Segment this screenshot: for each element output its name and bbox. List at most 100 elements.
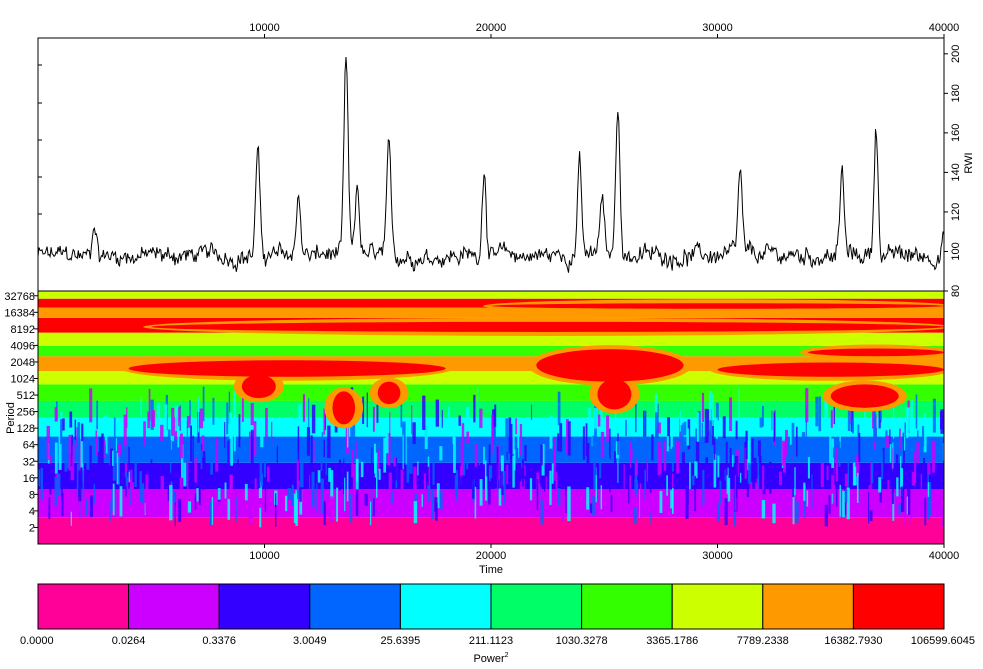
power-texture: [61, 468, 63, 499]
power-texture: [585, 423, 588, 456]
power-texture: [706, 409, 710, 443]
power-texture: [355, 490, 359, 516]
power-texture: [757, 456, 760, 487]
power-texture: [735, 497, 737, 525]
power-texture: [792, 488, 795, 525]
power-texture: [170, 415, 172, 450]
power-texture: [815, 396, 819, 427]
power-texture: [339, 459, 342, 491]
power-texture: [46, 425, 51, 460]
power-texture: [297, 439, 300, 471]
power-texture: [466, 431, 469, 444]
power-texture: [582, 426, 585, 460]
power-texture: [702, 469, 705, 505]
power-texture: [60, 419, 63, 445]
power-texture: [540, 500, 544, 525]
power-texture: [224, 482, 227, 499]
power-texture: [171, 407, 175, 436]
power-texture: [839, 433, 841, 449]
power-texture: [321, 432, 324, 463]
power-texture: [846, 487, 850, 520]
period-tick-label: 4: [29, 506, 35, 518]
power-texture: [474, 486, 477, 519]
power-texture: [898, 503, 902, 515]
period-tick-label: 8: [29, 489, 35, 501]
power-texture: [234, 496, 237, 523]
power-texture: [559, 423, 563, 452]
power-texture: [824, 504, 828, 527]
power-texture: [85, 498, 89, 516]
colorbar-swatch: [399, 583, 492, 630]
power-texture: [346, 414, 349, 448]
power-texture: [896, 477, 899, 497]
power-texture: [186, 416, 191, 428]
power-texture: [128, 470, 131, 483]
power-texture: [417, 461, 419, 476]
power-texture: [374, 452, 378, 478]
power-texture: [878, 477, 882, 493]
power-texture: [171, 435, 175, 450]
power-texture: [435, 502, 438, 521]
high-power-region: [241, 374, 276, 399]
power-texture: [545, 476, 547, 507]
power-texture: [506, 447, 508, 460]
power-texture: [734, 475, 736, 511]
power-texture: [70, 511, 72, 526]
power-texture: [316, 483, 318, 513]
power-texture: [586, 487, 590, 510]
power-texture: [561, 501, 565, 522]
power-texture: [902, 442, 905, 473]
power-texture: [886, 435, 890, 448]
power-texture: [311, 404, 316, 434]
power-texture: [458, 415, 461, 426]
power-texture: [549, 470, 552, 505]
power-texture: [713, 438, 716, 460]
power-texture: [600, 485, 603, 510]
colorbar-swatch: [128, 583, 220, 630]
power-texture: [845, 488, 848, 503]
power-texture: [671, 488, 674, 514]
power-texture: [123, 414, 127, 450]
power-texture: [835, 448, 839, 482]
power-texture: [109, 438, 111, 466]
x-axis-label-time: Time: [479, 564, 503, 576]
power-texture: [38, 469, 41, 487]
power-band: [38, 291, 944, 299]
power-texture: [715, 417, 718, 439]
power-texture: [330, 470, 334, 500]
time-tick-label: 30000: [702, 550, 733, 562]
series-line: [38, 56, 944, 273]
power-texture: [249, 431, 251, 461]
power-texture: [609, 472, 611, 493]
power-texture: [833, 395, 835, 425]
power-texture: [89, 388, 93, 423]
power-texture: [676, 441, 680, 474]
power-texture: [229, 474, 233, 500]
high-power-region: [491, 303, 944, 309]
power-texture: [745, 430, 748, 459]
power-texture: [792, 474, 795, 498]
power-texture: [893, 407, 895, 439]
power-texture: [173, 490, 177, 503]
power-band: [38, 307, 944, 318]
power-texture: [701, 392, 705, 423]
power-texture: [830, 410, 833, 428]
power-texture: [623, 464, 625, 489]
power-texture: [772, 503, 776, 524]
power-texture: [818, 396, 822, 432]
time-tick-label: 10000: [249, 550, 280, 562]
power-texture: [357, 490, 361, 518]
power-texture: [309, 475, 311, 509]
power-texture: [210, 448, 213, 475]
power-texture: [447, 407, 450, 436]
colorbar-level-label: 16382.7930: [824, 635, 882, 647]
power-texture: [847, 402, 851, 431]
power-texture: [506, 464, 509, 485]
power-texture: [77, 422, 81, 451]
power-texture: [902, 432, 905, 444]
power-texture: [931, 440, 935, 473]
power-texture: [202, 457, 206, 490]
power-texture: [613, 451, 616, 485]
power-texture: [194, 458, 197, 483]
power-texture: [390, 491, 394, 504]
